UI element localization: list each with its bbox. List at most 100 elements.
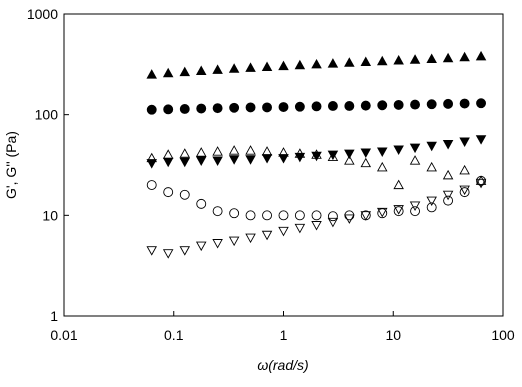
data-point xyxy=(393,205,404,215)
data-point xyxy=(376,207,388,218)
data-point xyxy=(146,69,157,79)
data-point xyxy=(376,147,388,157)
data-point xyxy=(409,54,421,64)
data-point xyxy=(146,246,157,256)
data-point xyxy=(443,195,454,206)
data-point xyxy=(278,226,289,237)
data-point xyxy=(409,143,421,154)
data-point xyxy=(212,206,223,217)
data-point xyxy=(212,103,223,114)
data-point xyxy=(476,98,487,109)
x-tick-label: 0.01 xyxy=(50,327,77,343)
data-point xyxy=(212,146,223,156)
data-point xyxy=(360,100,371,111)
data-point xyxy=(442,52,454,63)
data-point xyxy=(294,101,305,112)
data-point xyxy=(311,101,322,112)
data-point xyxy=(262,210,272,221)
data-point xyxy=(162,67,174,78)
x-tick-label: 10 xyxy=(385,327,401,343)
data-point xyxy=(278,102,289,113)
data-point xyxy=(196,198,207,209)
data-point xyxy=(294,148,306,158)
data-point xyxy=(228,63,240,73)
data-point xyxy=(410,99,421,110)
data-point xyxy=(459,98,470,109)
data-point xyxy=(212,239,223,249)
x-tick-label: 100 xyxy=(491,327,515,343)
data-point xyxy=(393,179,404,190)
data-point xyxy=(344,101,355,111)
x-tick-label: 0.1 xyxy=(164,327,184,343)
data-point xyxy=(409,201,421,212)
data-point xyxy=(195,147,207,157)
data-point xyxy=(179,66,191,77)
data-point xyxy=(212,156,223,166)
data-point xyxy=(146,152,157,163)
data-point xyxy=(393,206,404,217)
data-point xyxy=(311,221,322,231)
y-axis-title: G', G'' (Pa) xyxy=(3,131,19,199)
data-point xyxy=(344,155,355,165)
data-point xyxy=(179,157,191,168)
data-point xyxy=(228,236,240,247)
data-point xyxy=(360,56,372,66)
data-point xyxy=(294,223,306,234)
data-point xyxy=(344,57,355,67)
data-point xyxy=(229,208,240,219)
data-point xyxy=(442,169,454,180)
data-point xyxy=(442,190,454,201)
data-point xyxy=(443,98,454,109)
data-point xyxy=(245,102,256,113)
data-point xyxy=(294,59,306,70)
data-point xyxy=(426,99,437,110)
data-point xyxy=(360,211,372,221)
data-point xyxy=(360,148,372,159)
data-point xyxy=(245,233,256,244)
data-point xyxy=(327,217,339,228)
data-point xyxy=(311,210,322,221)
data-point xyxy=(179,189,190,200)
data-point xyxy=(228,155,240,165)
data-point xyxy=(459,51,470,62)
data-point xyxy=(245,62,256,72)
data-point xyxy=(475,50,487,61)
data-point xyxy=(262,102,272,113)
data-point xyxy=(360,210,371,221)
data-point xyxy=(459,185,470,196)
data-point xyxy=(294,210,305,221)
data-point xyxy=(393,54,404,65)
data-point xyxy=(476,175,487,186)
data-point xyxy=(278,210,289,221)
data-point xyxy=(162,249,174,259)
data-point xyxy=(327,211,338,222)
data-point xyxy=(245,155,256,165)
data-point xyxy=(393,99,404,110)
data-point xyxy=(261,154,273,164)
data-point xyxy=(426,161,437,172)
data-point xyxy=(261,61,273,71)
data-point xyxy=(442,140,454,150)
data-point xyxy=(426,141,437,152)
data-point xyxy=(344,149,355,160)
data-point xyxy=(409,155,421,165)
data-point xyxy=(344,214,355,224)
data-point xyxy=(195,241,207,252)
x-axis-title: ω(rad/s) xyxy=(257,357,308,373)
data-point xyxy=(475,178,487,189)
y-tick-label: 100 xyxy=(35,107,59,123)
data-point xyxy=(195,156,207,166)
data-point xyxy=(426,53,437,63)
data-point xyxy=(426,196,437,207)
data-point xyxy=(459,164,470,175)
y-tick-label: 1000 xyxy=(27,6,58,22)
data-point xyxy=(261,146,273,156)
data-point xyxy=(163,187,174,198)
data-point xyxy=(278,60,289,71)
data-point xyxy=(229,102,240,113)
data-point xyxy=(195,65,207,75)
data-point xyxy=(410,206,421,217)
data-point xyxy=(311,58,322,69)
data-point xyxy=(245,210,256,221)
